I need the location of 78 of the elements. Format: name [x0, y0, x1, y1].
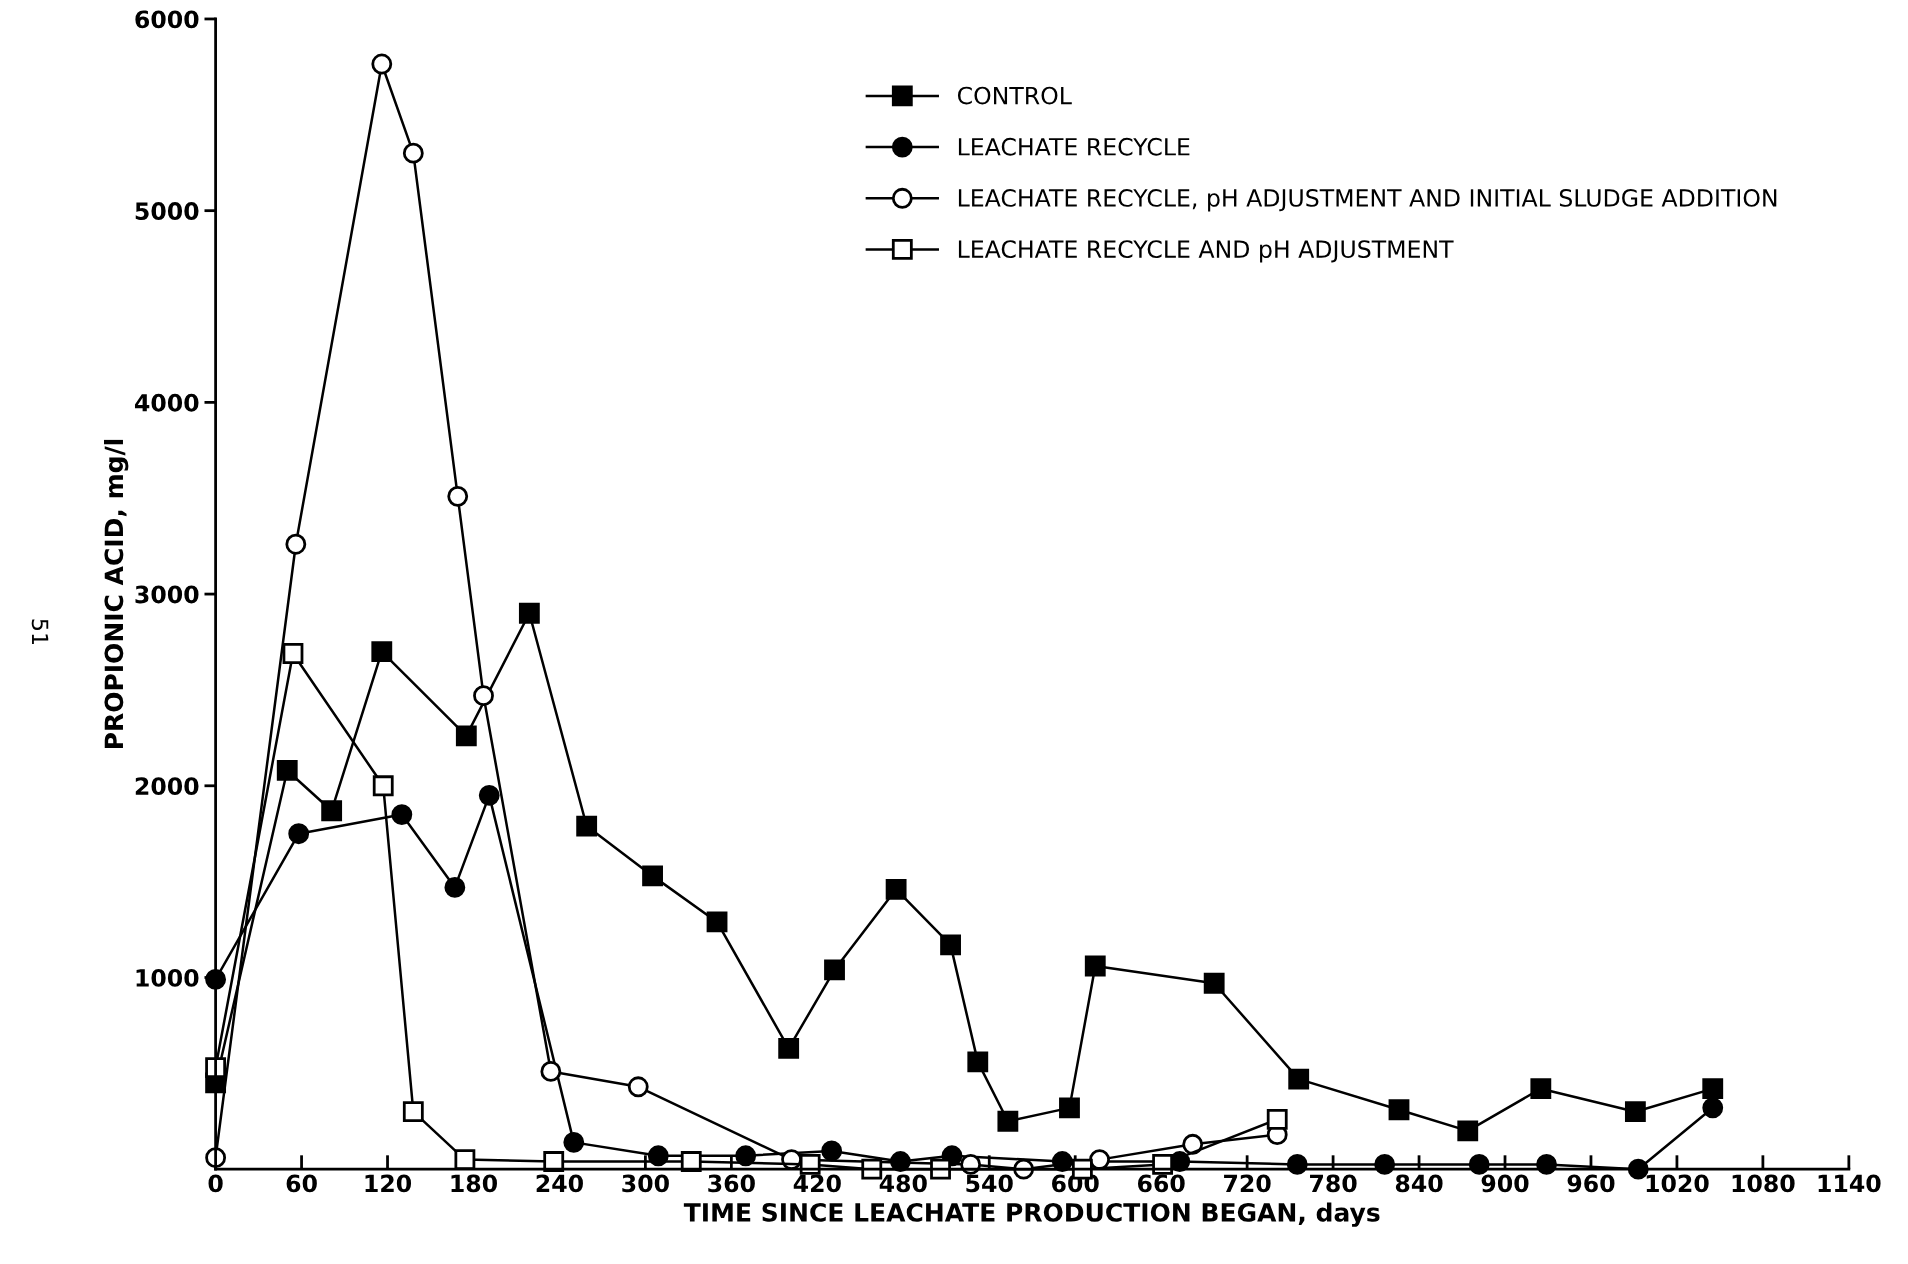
point [824, 959, 845, 981]
point [799, 1153, 821, 1175]
point [1152, 1153, 1174, 1175]
point [282, 643, 304, 664]
point [706, 911, 728, 933]
x-tick-label: 660 [1137, 1174, 1185, 1193]
point [1288, 1068, 1310, 1090]
point [821, 1140, 843, 1162]
point [1203, 972, 1225, 994]
x-tick-label: 300 [622, 1174, 669, 1193]
x-tick-label: 1080 [1732, 1174, 1795, 1193]
point [627, 1076, 649, 1098]
point [997, 1110, 1019, 1132]
point [285, 533, 307, 555]
x-tick-label: 480 [879, 1174, 927, 1193]
point [576, 815, 598, 837]
point [402, 142, 424, 164]
x-tick-label: 720 [1224, 1174, 1271, 1193]
point [1182, 1133, 1204, 1155]
point [473, 685, 494, 707]
point [543, 1151, 565, 1172]
x-tick-label: 780 [1310, 1174, 1357, 1193]
point [444, 876, 466, 898]
point [967, 1051, 989, 1073]
legend-label: LEACHATE RECYCLE [958, 137, 1190, 156]
point [371, 641, 393, 663]
x-tick-label: 120 [365, 1174, 412, 1193]
y-tick-label: 2000 [135, 777, 199, 796]
text: 51 [31, 619, 49, 645]
x-tick-label: 840 [1395, 1174, 1443, 1193]
point [642, 865, 663, 887]
legend-label: LEACHATE RECYCLE AND pH ADJUSTMENT [958, 240, 1454, 263]
x-axis-title: TIME SINCE LEACHATE PRODUCTION BEGAN, days [683, 1202, 1380, 1227]
x-tick-label: 360 [708, 1174, 755, 1193]
y-tick-label: 3000 [135, 585, 199, 604]
point [540, 1061, 562, 1082]
x-tick-label: 60 [286, 1174, 317, 1193]
x-tick-label: 420 [793, 1174, 841, 1193]
x-tick-label: 0 [208, 1174, 223, 1193]
point [1530, 1078, 1552, 1100]
point [1059, 1097, 1080, 1119]
x-tick-label: 1140 [1818, 1174, 1881, 1193]
point [478, 784, 500, 806]
point [288, 823, 310, 845]
point [885, 878, 907, 900]
legend-label: CONTROL [957, 86, 1072, 105]
point [447, 485, 469, 507]
point [372, 775, 394, 797]
point [940, 934, 961, 956]
point [518, 602, 540, 624]
point [455, 725, 477, 747]
point [1457, 1120, 1479, 1142]
y-tick-label: 5000 [135, 202, 199, 220]
point [1084, 955, 1106, 977]
point [1266, 1108, 1288, 1130]
y-tick-label: 6000 [135, 10, 199, 29]
point [391, 804, 413, 825]
x-tick-label: 180 [451, 1174, 497, 1193]
point [563, 1131, 585, 1153]
x-tick-label: 900 [1481, 1174, 1529, 1193]
point [402, 1101, 424, 1123]
legend-label: LEACHATE RECYCLE, pH ADJUSTMENT AND INITIAL SLUDGE ADDITION [958, 189, 1777, 212]
x-tick-label: 540 [966, 1174, 1013, 1193]
point [454, 1149, 476, 1171]
point [1702, 1078, 1724, 1100]
point [778, 1038, 800, 1059]
y-tick-label: 1000 [136, 968, 199, 987]
x-tick-label: 1020 [1646, 1174, 1709, 1193]
point [1624, 1101, 1646, 1123]
point [276, 760, 298, 781]
point [321, 800, 343, 822]
y-tick-label: 4000 [134, 393, 199, 412]
point [1702, 1097, 1724, 1119]
y-axis-title: PROPIONIC ACID, mg/l [103, 439, 129, 749]
point [371, 53, 393, 75]
x-tick-label: 240 [536, 1174, 583, 1193]
point [1388, 1099, 1410, 1121]
x-tick-label: 960 [1567, 1174, 1615, 1193]
